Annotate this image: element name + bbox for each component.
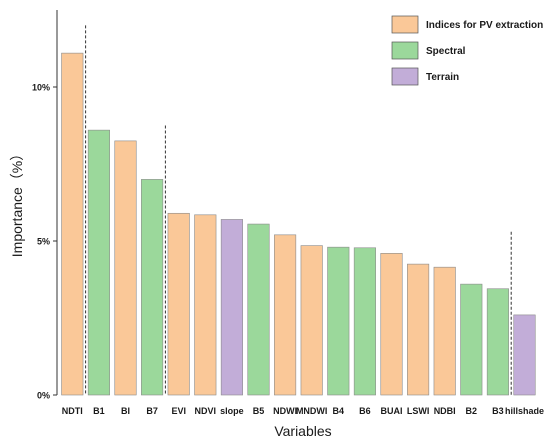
legend-label-indices: Indices for PV extraction	[426, 20, 543, 31]
bar-b7	[141, 179, 164, 396]
category-label: B1	[93, 406, 105, 416]
category-label: B3	[492, 406, 504, 416]
legend-swatch-terrain	[391, 67, 419, 86]
category-label: B5	[253, 406, 265, 416]
category-label: B6	[359, 406, 371, 416]
y-axis-title: Importance（%）	[9, 147, 25, 257]
bar-evi	[167, 212, 190, 396]
legend-swatch-indices	[391, 15, 419, 34]
legend: Indices for PV extraction Spectral Terrain	[391, 15, 543, 86]
category-label: slope	[220, 406, 244, 416]
bar-bi	[114, 140, 137, 396]
legend-label-spectral: Spectral	[426, 46, 466, 57]
bar-mndwi	[300, 245, 323, 396]
category-label: NDBI	[434, 406, 456, 416]
bar-b2	[460, 283, 483, 396]
y-tick-label: 0%	[37, 391, 50, 401]
category-label: NDWI	[273, 406, 297, 416]
bar-b1	[87, 129, 110, 396]
bar-buai	[380, 253, 403, 396]
category-label: LSWI	[407, 406, 430, 416]
bar-ndwi	[274, 234, 297, 396]
bar-ndti	[61, 52, 84, 396]
y-tick-label: 5%	[37, 237, 50, 247]
legend-label-terrain: Terrain	[426, 72, 459, 83]
category-label: MNDWI	[296, 406, 328, 416]
plot-area: 0% 5% 10% NDTI B1 BI B7 EVI NDVI slope B5 NDWIMNDW…	[32, 10, 544, 416]
bar-slope	[220, 219, 243, 396]
category-label: BI	[121, 406, 130, 416]
bar-ndvi	[194, 214, 217, 396]
bar-hillshade	[513, 314, 536, 396]
category-label: NDVI	[195, 406, 217, 416]
bars	[61, 52, 536, 396]
group-dividers	[85, 25, 512, 395]
y-axis-ticks: 0% 5% 10%	[32, 83, 57, 401]
bar-lswi	[407, 263, 430, 396]
bar-ndbi	[433, 266, 456, 396]
bar-b3	[486, 288, 509, 396]
category-label: B4	[333, 406, 345, 416]
category-label: B7	[146, 406, 158, 416]
category-label: BUAI	[381, 406, 403, 416]
bar-b4	[327, 246, 350, 396]
legend-swatch-spectral	[391, 41, 419, 60]
category-label: hillshade	[505, 406, 544, 416]
category-label: NDTI	[62, 406, 83, 416]
y-tick-label: 10%	[32, 83, 50, 93]
category-label: B2	[466, 406, 478, 416]
bar-b5	[247, 223, 270, 396]
bar-b6	[353, 247, 376, 396]
category-label: EVI	[171, 406, 186, 416]
x-axis-title: Variables	[274, 423, 331, 439]
